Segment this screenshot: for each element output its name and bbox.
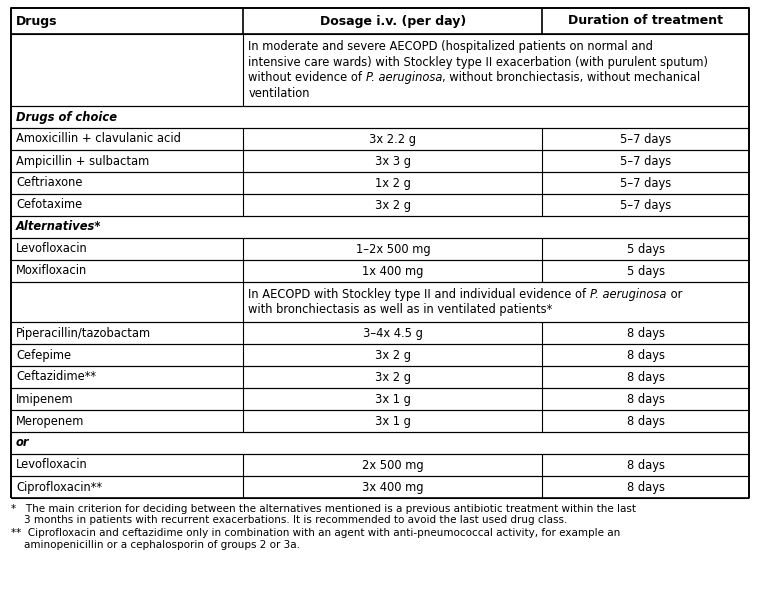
Text: 5–7 days: 5–7 days [620, 154, 671, 167]
Text: 3x 2 g: 3x 2 g [375, 349, 411, 362]
Text: **  Ciprofloxacin and ceftazidime only in combination with an agent with anti-pn: ** Ciprofloxacin and ceftazidime only in… [11, 528, 620, 538]
Text: 5–7 days: 5–7 days [620, 133, 671, 145]
Text: without evidence of: without evidence of [249, 71, 366, 84]
Text: 3–4x 4.5 g: 3–4x 4.5 g [363, 326, 423, 339]
Text: intensive care wards) with Stockley type II exacerbation (with purulent sputum): intensive care wards) with Stockley type… [249, 56, 708, 69]
Text: Ciprofloxacin**: Ciprofloxacin** [16, 481, 102, 494]
Text: Amoxicillin + clavulanic acid: Amoxicillin + clavulanic acid [16, 133, 181, 145]
Text: Moxifloxacin: Moxifloxacin [16, 264, 87, 277]
Text: 3x 400 mg: 3x 400 mg [363, 481, 423, 494]
Text: Alternatives*: Alternatives* [16, 220, 101, 233]
Text: or: or [16, 436, 30, 449]
Text: 3x 3 g: 3x 3 g [375, 154, 411, 167]
Text: or: or [667, 288, 682, 301]
Text: Duration of treatment: Duration of treatment [568, 15, 724, 28]
Text: Imipenem: Imipenem [16, 392, 74, 405]
Text: Levofloxacin: Levofloxacin [16, 458, 87, 472]
Text: 3x 2 g: 3x 2 g [375, 198, 411, 211]
Text: 1x 400 mg: 1x 400 mg [363, 264, 423, 277]
Text: 8 days: 8 days [627, 326, 665, 339]
Text: Piperacillin/tazobactam: Piperacillin/tazobactam [16, 326, 151, 339]
Text: 8 days: 8 days [627, 349, 665, 362]
Text: 8 days: 8 days [627, 415, 665, 428]
Text: 3x 1 g: 3x 1 g [375, 415, 411, 428]
Text: P. aeruginosa: P. aeruginosa [591, 288, 667, 301]
Text: with bronchiectasis as well as in ventilated patients*: with bronchiectasis as well as in ventil… [249, 303, 553, 316]
Text: aminopenicillin or a cephalosporin of groups 2 or 3a.: aminopenicillin or a cephalosporin of gr… [11, 540, 300, 550]
Text: Dosage i.v. (per day): Dosage i.v. (per day) [320, 15, 466, 28]
Text: 3x 1 g: 3x 1 g [375, 392, 411, 405]
Text: Drugs of choice: Drugs of choice [16, 111, 117, 124]
Text: 5 days: 5 days [626, 243, 665, 256]
Text: 8 days: 8 days [627, 458, 665, 472]
Text: P. aeruginosa: P. aeruginosa [366, 71, 442, 84]
Text: In moderate and severe AECOPD (hospitalized patients on normal and: In moderate and severe AECOPD (hospitali… [249, 40, 654, 53]
Text: 1–2x 500 mg: 1–2x 500 mg [356, 243, 430, 256]
Text: 3x 2 g: 3x 2 g [375, 370, 411, 383]
Text: 5 days: 5 days [626, 264, 665, 277]
Text: 8 days: 8 days [627, 481, 665, 494]
Text: Ceftriaxone: Ceftriaxone [16, 177, 83, 190]
Text: 1x 2 g: 1x 2 g [375, 177, 411, 190]
Text: *   The main criterion for deciding between the alternatives mentioned is a prev: * The main criterion for deciding betwee… [11, 504, 636, 514]
Text: Ampicillin + sulbactam: Ampicillin + sulbactam [16, 154, 149, 167]
Text: 3 months in patients with recurrent exacerbations. It is recommended to avoid th: 3 months in patients with recurrent exac… [11, 515, 568, 525]
Text: 5–7 days: 5–7 days [620, 177, 671, 190]
Text: 8 days: 8 days [627, 392, 665, 405]
Text: 3x 2.2 g: 3x 2.2 g [369, 133, 416, 145]
Text: Cefepime: Cefepime [16, 349, 71, 362]
Bar [11, 8, 749, 34]
Text: 2x 500 mg: 2x 500 mg [362, 458, 424, 472]
Text: Levofloxacin: Levofloxacin [16, 243, 87, 256]
Text: , without bronchiectasis, without mechanical: , without bronchiectasis, without mechan… [442, 71, 701, 84]
Text: 8 days: 8 days [627, 370, 665, 383]
Text: ventilation: ventilation [249, 87, 310, 100]
Text: Ceftazidime**: Ceftazidime** [16, 370, 96, 383]
Text: Cefotaxime: Cefotaxime [16, 198, 82, 211]
Text: Drugs: Drugs [16, 15, 58, 28]
Text: In AECOPD with Stockley type II and individual evidence of: In AECOPD with Stockley type II and indi… [249, 288, 591, 301]
Text: Meropenem: Meropenem [16, 415, 84, 428]
Text: 5–7 days: 5–7 days [620, 198, 671, 211]
